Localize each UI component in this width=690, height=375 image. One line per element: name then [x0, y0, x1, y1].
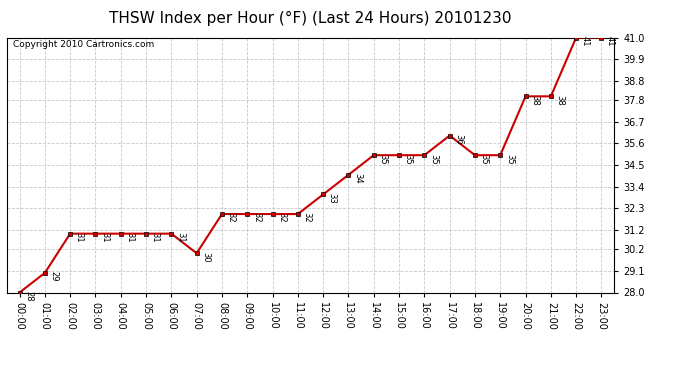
Text: 32: 32 [277, 213, 286, 223]
Text: 41: 41 [581, 36, 590, 46]
Text: 29: 29 [50, 272, 59, 282]
Text: 35: 35 [505, 154, 514, 164]
Text: 36: 36 [454, 134, 463, 145]
Text: 32: 32 [252, 213, 261, 223]
Text: 28: 28 [24, 291, 33, 302]
Text: 31: 31 [150, 232, 159, 243]
Text: 41: 41 [606, 36, 615, 46]
Text: THSW Index per Hour (°F) (Last 24 Hours) 20101230: THSW Index per Hour (°F) (Last 24 Hours)… [109, 11, 512, 26]
Text: 31: 31 [100, 232, 109, 243]
Text: 35: 35 [429, 154, 438, 164]
Text: 34: 34 [353, 173, 362, 184]
Text: 33: 33 [328, 193, 337, 204]
Text: 32: 32 [226, 213, 235, 223]
Text: 31: 31 [126, 232, 135, 243]
Text: 35: 35 [378, 154, 387, 164]
Text: 30: 30 [201, 252, 210, 262]
Text: 31: 31 [176, 232, 185, 243]
Text: 35: 35 [404, 154, 413, 164]
Text: 38: 38 [530, 95, 539, 105]
Text: 35: 35 [480, 154, 489, 164]
Text: 31: 31 [75, 232, 83, 243]
Text: 32: 32 [302, 213, 311, 223]
Text: Copyright 2010 Cartronics.com: Copyright 2010 Cartronics.com [13, 40, 155, 49]
Text: 38: 38 [555, 95, 564, 105]
